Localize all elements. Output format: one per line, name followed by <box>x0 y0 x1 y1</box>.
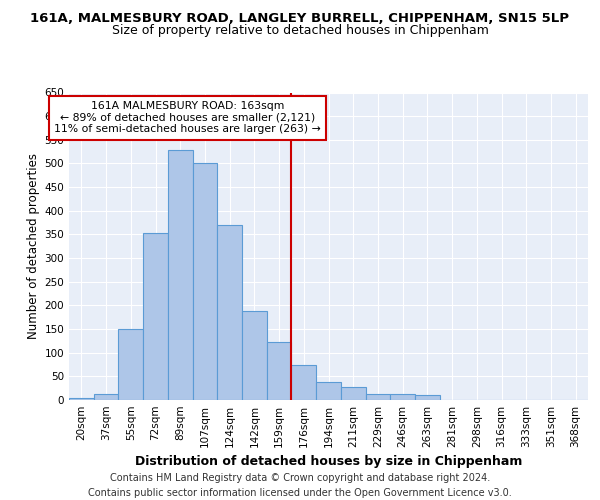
Bar <box>217 226 242 400</box>
X-axis label: Distribution of detached houses by size in Chippenham: Distribution of detached houses by size … <box>135 456 522 468</box>
Bar <box>341 387 365 400</box>
Bar <box>143 232 168 400</box>
Bar <box>193 163 217 400</box>
Bar <box>94 394 118 400</box>
Text: 161A, MALMESBURY ROAD, LANGLEY BURRELL, CHIPPENHAM, SN15 5LP: 161A, MALMESBURY ROAD, LANGLEY BURRELL, … <box>31 12 569 26</box>
Bar <box>242 311 267 400</box>
Bar <box>267 342 292 400</box>
Bar <box>365 394 390 400</box>
Y-axis label: Number of detached properties: Number of detached properties <box>27 153 40 339</box>
Bar <box>292 364 316 400</box>
Text: Size of property relative to detached houses in Chippenham: Size of property relative to detached ho… <box>112 24 488 37</box>
Bar <box>118 329 143 400</box>
Text: Contains HM Land Registry data © Crown copyright and database right 2024.
Contai: Contains HM Land Registry data © Crown c… <box>88 472 512 498</box>
Bar <box>69 398 94 400</box>
Bar <box>316 382 341 400</box>
Bar <box>390 394 415 400</box>
Text: 161A MALMESBURY ROAD: 163sqm
← 89% of detached houses are smaller (2,121)
11% of: 161A MALMESBURY ROAD: 163sqm ← 89% of de… <box>54 101 321 134</box>
Bar <box>415 396 440 400</box>
Bar <box>168 150 193 400</box>
